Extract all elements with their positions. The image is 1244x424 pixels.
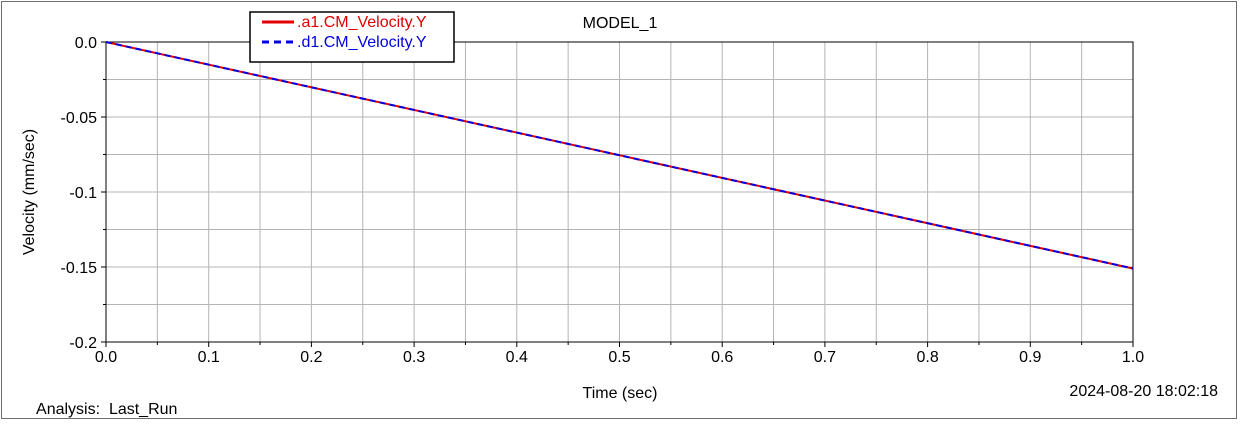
grid (106, 42, 1133, 342)
x-tick-label: 0.3 (403, 349, 425, 366)
x-tick-labels: 0.0 0.1 0.2 0.3 0.4 0.5 0.6 0.7 0.8 0.9 1.0 (95, 349, 1144, 366)
series-line-2 (105, 41, 1134, 270)
x-tick-label: 0.6 (711, 349, 733, 366)
y-tick-label: -0.05 (61, 110, 98, 127)
analysis-info: Analysis: Last_Run (28, 383, 177, 419)
x-tick-label: 0.4 (506, 349, 528, 366)
x-tick-label: 1.0 (1122, 349, 1144, 366)
y-tick-labels: 0.0 -0.05 -0.1 -0.15 -0.2 (61, 35, 98, 352)
x-tick-label: 0.5 (608, 349, 630, 366)
legend-label-2: .d1.CM_Velocity.Y (297, 34, 427, 51)
y-tick-label: -0.1 (69, 185, 97, 202)
legend-box (249, 11, 455, 63)
x-tick-label: 0.9 (1019, 349, 1041, 366)
x-tick-label: 0.7 (814, 349, 836, 366)
y-axis-label: Velocity (mm/sec) (21, 129, 38, 255)
x-tick-label: 0.2 (300, 349, 322, 366)
y-tick-label: -0.2 (69, 335, 97, 352)
analysis-value: Last_Run (108, 401, 178, 418)
x-tick-label: 0.8 (916, 349, 938, 366)
x-tick-label: 0.0 (95, 349, 117, 366)
axis-ticks (101, 41, 1134, 347)
analysis-label: Analysis: (36, 401, 101, 418)
legend-label-1: .a1.CM_Velocity.Y (297, 14, 427, 31)
legend: .a1.CM_Velocity.Y .d1.CM_Velocity.Y (249, 11, 455, 63)
chart-title: MODEL_1 (583, 15, 658, 32)
y-tick-label: 0.0 (75, 35, 97, 52)
y-tick-label: -0.15 (61, 260, 98, 277)
x-tick-label: 0.1 (198, 349, 220, 366)
x-axis-label: Time (sec) (583, 385, 658, 402)
series-lines (105, 41, 1134, 270)
timestamp: 2024-08-20 18:02:18 (1069, 383, 1218, 400)
